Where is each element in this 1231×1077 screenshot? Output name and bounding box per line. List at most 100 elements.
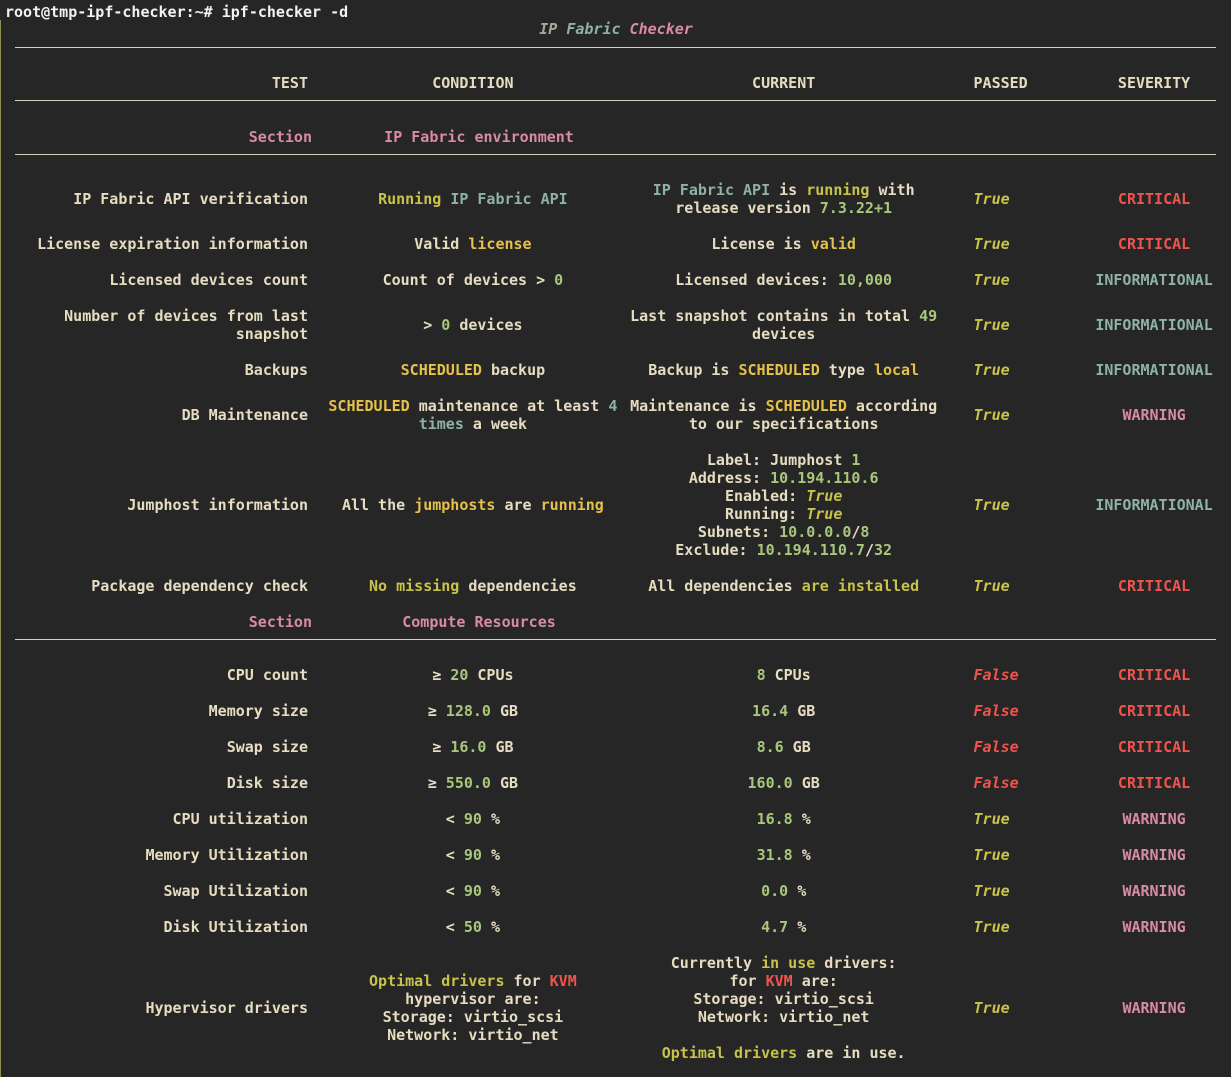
line: to our specifications: [627, 415, 941, 433]
check-row: IP Fabric API verification Running IP Fab…: [1, 181, 1231, 217]
text-segment: running: [540, 496, 604, 514]
text-segment: %: [481, 882, 500, 900]
severity-cell: INFORMATIONAL: [1077, 271, 1231, 289]
current-cell: Maintenance is SCHEDULED according to our…: [627, 397, 941, 433]
current-cell: 16.4 GB: [627, 702, 941, 720]
text-segment: jumphosts: [414, 496, 496, 514]
passed-cell: True: [974, 918, 1078, 936]
text-segment: are: [495, 496, 541, 514]
passed-cell: True: [974, 361, 1078, 379]
text-segment: GB: [792, 774, 820, 792]
text-segment: %: [481, 846, 500, 864]
line: > 0 devices: [319, 316, 627, 334]
text-segment: CRITICAL: [1117, 702, 1191, 720]
line: Maintenance is SCHEDULED according: [627, 397, 941, 415]
text-segment: GB: [783, 738, 811, 756]
severity-cell: WARNING: [1077, 406, 1231, 424]
text-segment: Hypervisor drivers: [145, 999, 308, 1017]
test-cell: Licensed devices count: [15, 271, 308, 289]
line: SCHEDULED maintenance at least 4: [319, 397, 627, 415]
spacer: [1, 343, 1231, 361]
line: Swap size: [15, 738, 308, 756]
line: for KVM are:: [627, 972, 941, 990]
text-segment: to our specifications: [688, 415, 879, 433]
text-segment: No missing: [369, 577, 460, 595]
text-segment: Network: virtio_net: [697, 1008, 870, 1026]
text-segment: %: [792, 846, 811, 864]
text-segment: 20: [450, 666, 469, 684]
text-segment: KVM: [765, 972, 793, 990]
current-cell: Label: Jumphost 1 Address: 10.194.110.6 En…: [627, 451, 941, 559]
test-cell: License expiration information: [15, 235, 308, 253]
rule-line: [15, 639, 1216, 640]
line: snapshot: [15, 325, 308, 343]
line: Swap Utilization: [15, 882, 309, 900]
text-segment: False: [973, 774, 1019, 792]
line: ≥ 550.0 GB: [319, 774, 627, 792]
condition-cell: ≥ 20 CPUs: [319, 666, 627, 684]
line: Jumphost information: [15, 496, 308, 514]
text-segment: WARNING: [1122, 810, 1186, 828]
text-segment: are installed: [801, 577, 920, 595]
text-segment: Optimal drivers: [661, 1044, 798, 1062]
text-segment: according: [846, 397, 938, 415]
condition-cell: < 50 %: [319, 918, 627, 936]
text-segment: IP Fabric API verification: [73, 190, 308, 208]
section-row: Section IP Fabric environment: [1, 128, 1231, 146]
text-segment: CPUs: [765, 666, 811, 684]
test-cell: Memory size: [15, 702, 308, 720]
text-segment: IP: [539, 20, 567, 38]
test-cell: Hypervisor drivers: [15, 999, 308, 1017]
text-segment: valid: [810, 235, 856, 253]
line: Exclude: 10.194.110.7/32: [627, 541, 941, 559]
text-segment: ≥: [427, 702, 446, 720]
line: Optimal drivers are in use.: [627, 1044, 941, 1062]
current-cell: 16.8 %: [627, 810, 941, 828]
current-cell: 8 CPUs: [627, 666, 941, 684]
line: 31.8 %: [627, 846, 941, 864]
severity-cell: WARNING: [1077, 999, 1231, 1017]
section-row: Section Compute Resources: [1, 613, 1231, 631]
line: times a week: [319, 415, 627, 433]
passed-cell: True: [974, 999, 1078, 1017]
line: Storage: virtio_scsi: [627, 990, 941, 1008]
text-segment: INFORMATIONAL: [1095, 361, 1213, 379]
text-segment: INFORMATIONAL: [1095, 496, 1213, 514]
header-cell: CONDITION: [432, 74, 514, 92]
severity-cell: INFORMATIONAL: [1077, 361, 1231, 379]
test-cell: Memory Utilization: [15, 846, 308, 864]
text-segment: in use: [761, 954, 816, 972]
test-cell: CPU count: [15, 666, 308, 684]
passed-cell: True: [974, 406, 1078, 424]
severity-cell: CRITICAL: [1077, 702, 1231, 720]
severity-cell: CRITICAL: [1077, 774, 1231, 792]
line: Backups: [15, 361, 308, 379]
text-segment: 16.0: [450, 738, 487, 756]
text-segment: 49: [919, 307, 938, 325]
test-cell: Jumphost information: [15, 496, 308, 514]
text-segment: Checker: [629, 20, 693, 38]
check-row: Disk size ≥ 550.0 GB 160.0 GB False CRITICAL: [1, 774, 1231, 792]
line: < 90 %: [319, 846, 627, 864]
text-segment: KVM: [549, 972, 577, 990]
text-segment: Optimal drivers: [369, 972, 505, 990]
title: IP Fabric Checker: [1, 20, 1231, 38]
test-cell: IP Fabric API verification: [15, 190, 308, 208]
condition-cell: No missing dependencies: [319, 577, 627, 595]
line: devices: [627, 325, 941, 343]
text-segment: Storage: virtio_scsi: [693, 990, 874, 1008]
text-segment: with: [869, 181, 915, 199]
line: ≥ 128.0 GB: [319, 702, 627, 720]
text-segment: 550.0: [445, 774, 491, 792]
spacer: [1, 595, 1231, 613]
text-segment: 4.7: [761, 918, 789, 936]
passed-cell: True: [974, 577, 1078, 595]
text-segment: times: [418, 415, 464, 433]
check-row: Licensed devices count Count of devices >…: [1, 271, 1231, 289]
condition-cell: Valid license: [319, 235, 627, 253]
severity-cell: WARNING: [1077, 810, 1231, 828]
text-segment: a week: [463, 415, 528, 433]
header-cell: CURRENT: [752, 74, 816, 92]
line: No missing dependencies: [319, 577, 627, 595]
line: 16.8 %: [627, 810, 941, 828]
